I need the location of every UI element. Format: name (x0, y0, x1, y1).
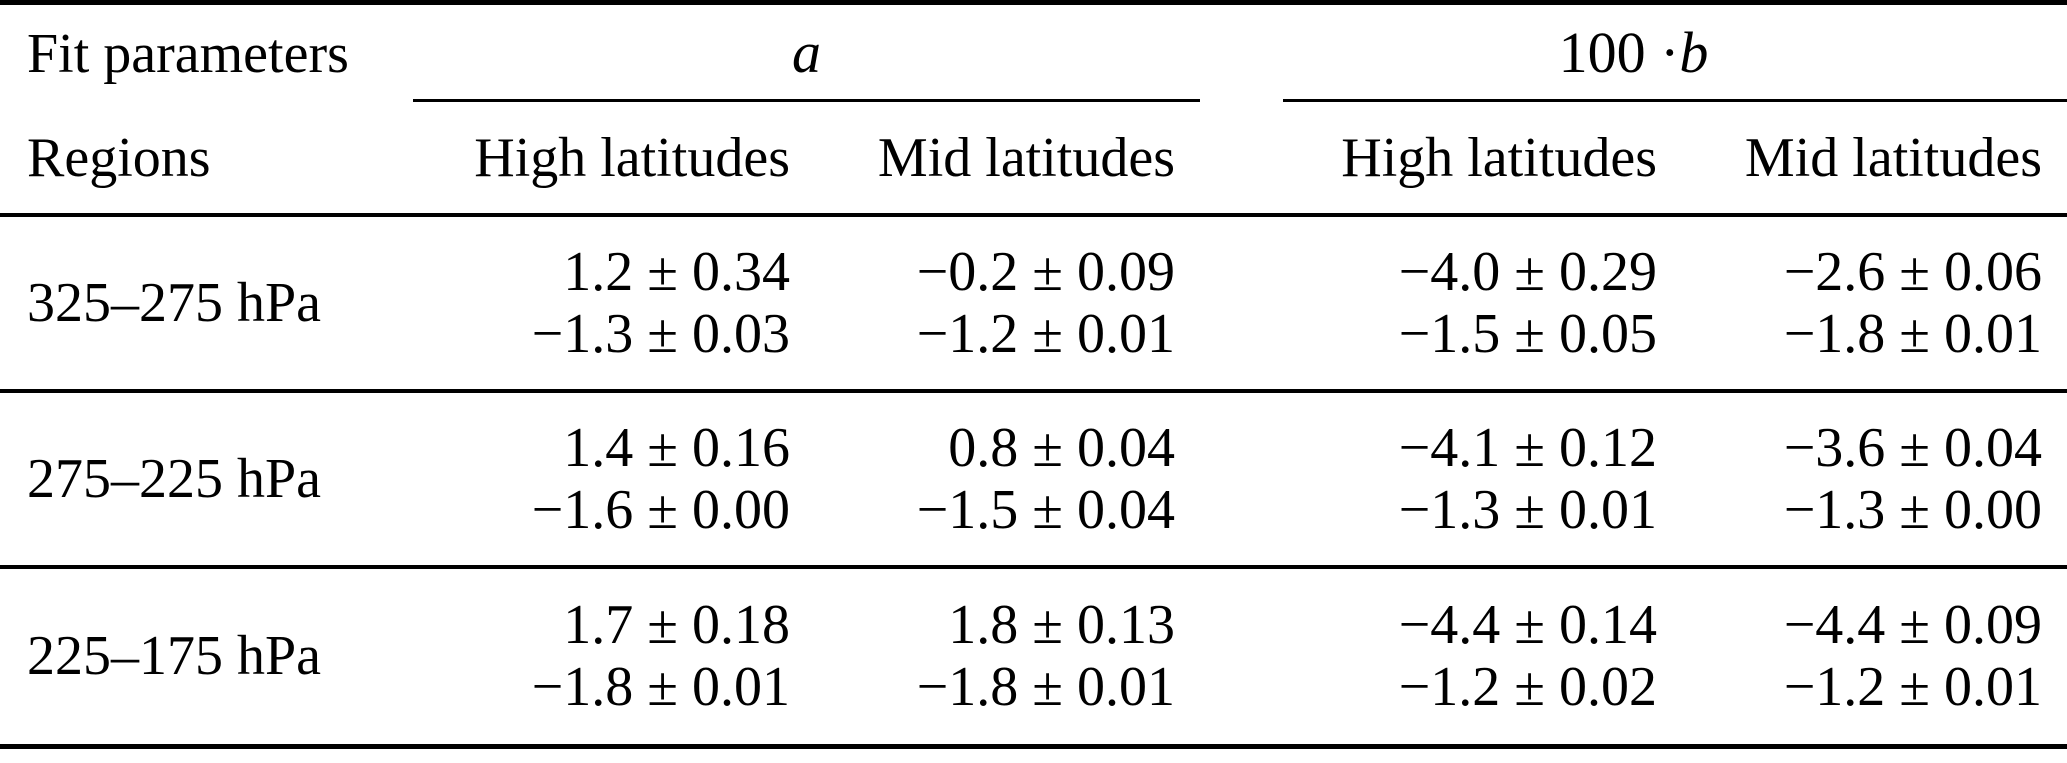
group-header-a: a (413, 3, 1200, 102)
value-line-2: −1.3 ± 0.03 (531, 303, 790, 365)
value-line-2: −1.6 ± 0.00 (531, 479, 790, 541)
value-cell-a-high: 1.7 ± 0.18 −1.8 ± 0.01 (413, 567, 800, 746)
value-cell-a-high: 1.4 ± 0.16 −1.6 ± 0.00 (413, 391, 800, 569)
value-line-2: −1.2 ± 0.02 (1398, 656, 1657, 719)
value-line-2: −1.3 ± 0.00 (1783, 479, 2043, 541)
value-line-1: 1.2 ± 0.34 (563, 241, 790, 303)
value-line-1: −2.6 ± 0.06 (1783, 241, 2043, 303)
subheader-a-high-latitudes: High latitudes (413, 102, 800, 217)
region-label: 275–225 hPa (0, 391, 413, 569)
value-line-2: −1.5 ± 0.05 (1398, 303, 1657, 365)
value-cell-a-mid: 0.8 ± 0.04 −1.5 ± 0.04 (800, 391, 1200, 569)
value-cell-b-high: −4.4 ± 0.14 −1.2 ± 0.02 (1200, 567, 1662, 746)
value-line-2: −1.5 ± 0.04 (916, 479, 1175, 541)
value-cell-a-mid: −0.2 ± 0.09 −1.2 ± 0.01 (800, 215, 1200, 393)
value-cell-b-mid: −4.4 ± 0.09 −1.2 ± 0.01 (1662, 567, 2067, 746)
group-header-row: Fit parameters a 100 · b (0, 3, 2067, 102)
subheader-b-mid-latitudes: Mid latitudes (1662, 102, 2067, 217)
region-label: 225–175 hPa (27, 625, 321, 688)
data-row-225-175: 225–175 hPa 1.7 ± 0.18 −1.8 ± 0.01 1.8 ±… (0, 567, 2067, 746)
value-cell-a-mid: 1.8 ± 0.13 −1.8 ± 0.01 (800, 567, 1200, 746)
value-line-2: −1.8 ± 0.01 (1783, 303, 2043, 365)
value-line-2: −1.3 ± 0.01 (1398, 479, 1657, 541)
group-b-label: 100 · b (1200, 5, 2067, 99)
subheader-a-mid-latitudes: Mid latitudes (800, 102, 1200, 217)
corner-label: Fit parameters (27, 22, 349, 85)
value-cell-b-high: −4.1 ± 0.12 −1.3 ± 0.01 (1200, 391, 1662, 569)
value-line-1: 0.8 ± 0.04 (948, 417, 1175, 479)
data-row-325-275: 325–275 hPa 1.2 ± 0.34 −1.3 ± 0.03 −0.2 … (0, 215, 2067, 393)
value-cell-b-high: −4.0 ± 0.29 −1.5 ± 0.05 (1200, 215, 1662, 393)
value-line-1: 1.8 ± 0.13 (948, 594, 1175, 657)
regions-header: Regions (0, 102, 413, 217)
value-cell-a-high: 1.2 ± 0.34 −1.3 ± 0.03 (413, 215, 800, 393)
subheader-row: Regions High latitudes Mid latitudes Hig… (0, 102, 2067, 217)
subheader-b-high-latitudes: High latitudes (1200, 102, 1662, 217)
data-row-275-225: 275–225 hPa 1.4 ± 0.16 −1.6 ± 0.00 0.8 ±… (0, 391, 2067, 569)
cmidrule-b (1283, 99, 2067, 102)
value-line-1: −3.6 ± 0.04 (1783, 417, 2043, 479)
group-b-symbol: b (1679, 19, 1709, 85)
value-line-2: −1.8 ± 0.01 (531, 656, 790, 719)
value-line-1: 1.4 ± 0.16 (563, 417, 790, 479)
value-cell-b-mid: −2.6 ± 0.06 −1.8 ± 0.01 (1662, 215, 2067, 393)
cmidrule-a (413, 99, 1200, 102)
value-line-2: −1.2 ± 0.01 (1783, 656, 2043, 719)
value-line-1: −4.1 ± 0.12 (1398, 417, 1657, 479)
value-line-1: −4.0 ± 0.29 (1398, 241, 1657, 303)
group-a-symbol: a (792, 19, 821, 85)
value-line-1: −4.4 ± 0.09 (1783, 594, 2043, 657)
value-line-2: −1.2 ± 0.01 (916, 303, 1175, 365)
value-line-1: −4.4 ± 0.14 (1398, 594, 1657, 657)
value-line-2: −1.8 ± 0.01 (916, 656, 1175, 719)
group-a-label: a (413, 5, 1200, 99)
group-header-b: 100 · b (1200, 3, 2067, 102)
region-label: 325–275 hPa (0, 215, 413, 393)
group-b-prefix: 100 · (1558, 19, 1680, 85)
value-cell-b-mid: −3.6 ± 0.04 −1.3 ± 0.00 (1662, 391, 2067, 569)
value-line-1: 1.7 ± 0.18 (563, 594, 790, 657)
value-line-1: −0.2 ± 0.09 (916, 241, 1175, 303)
